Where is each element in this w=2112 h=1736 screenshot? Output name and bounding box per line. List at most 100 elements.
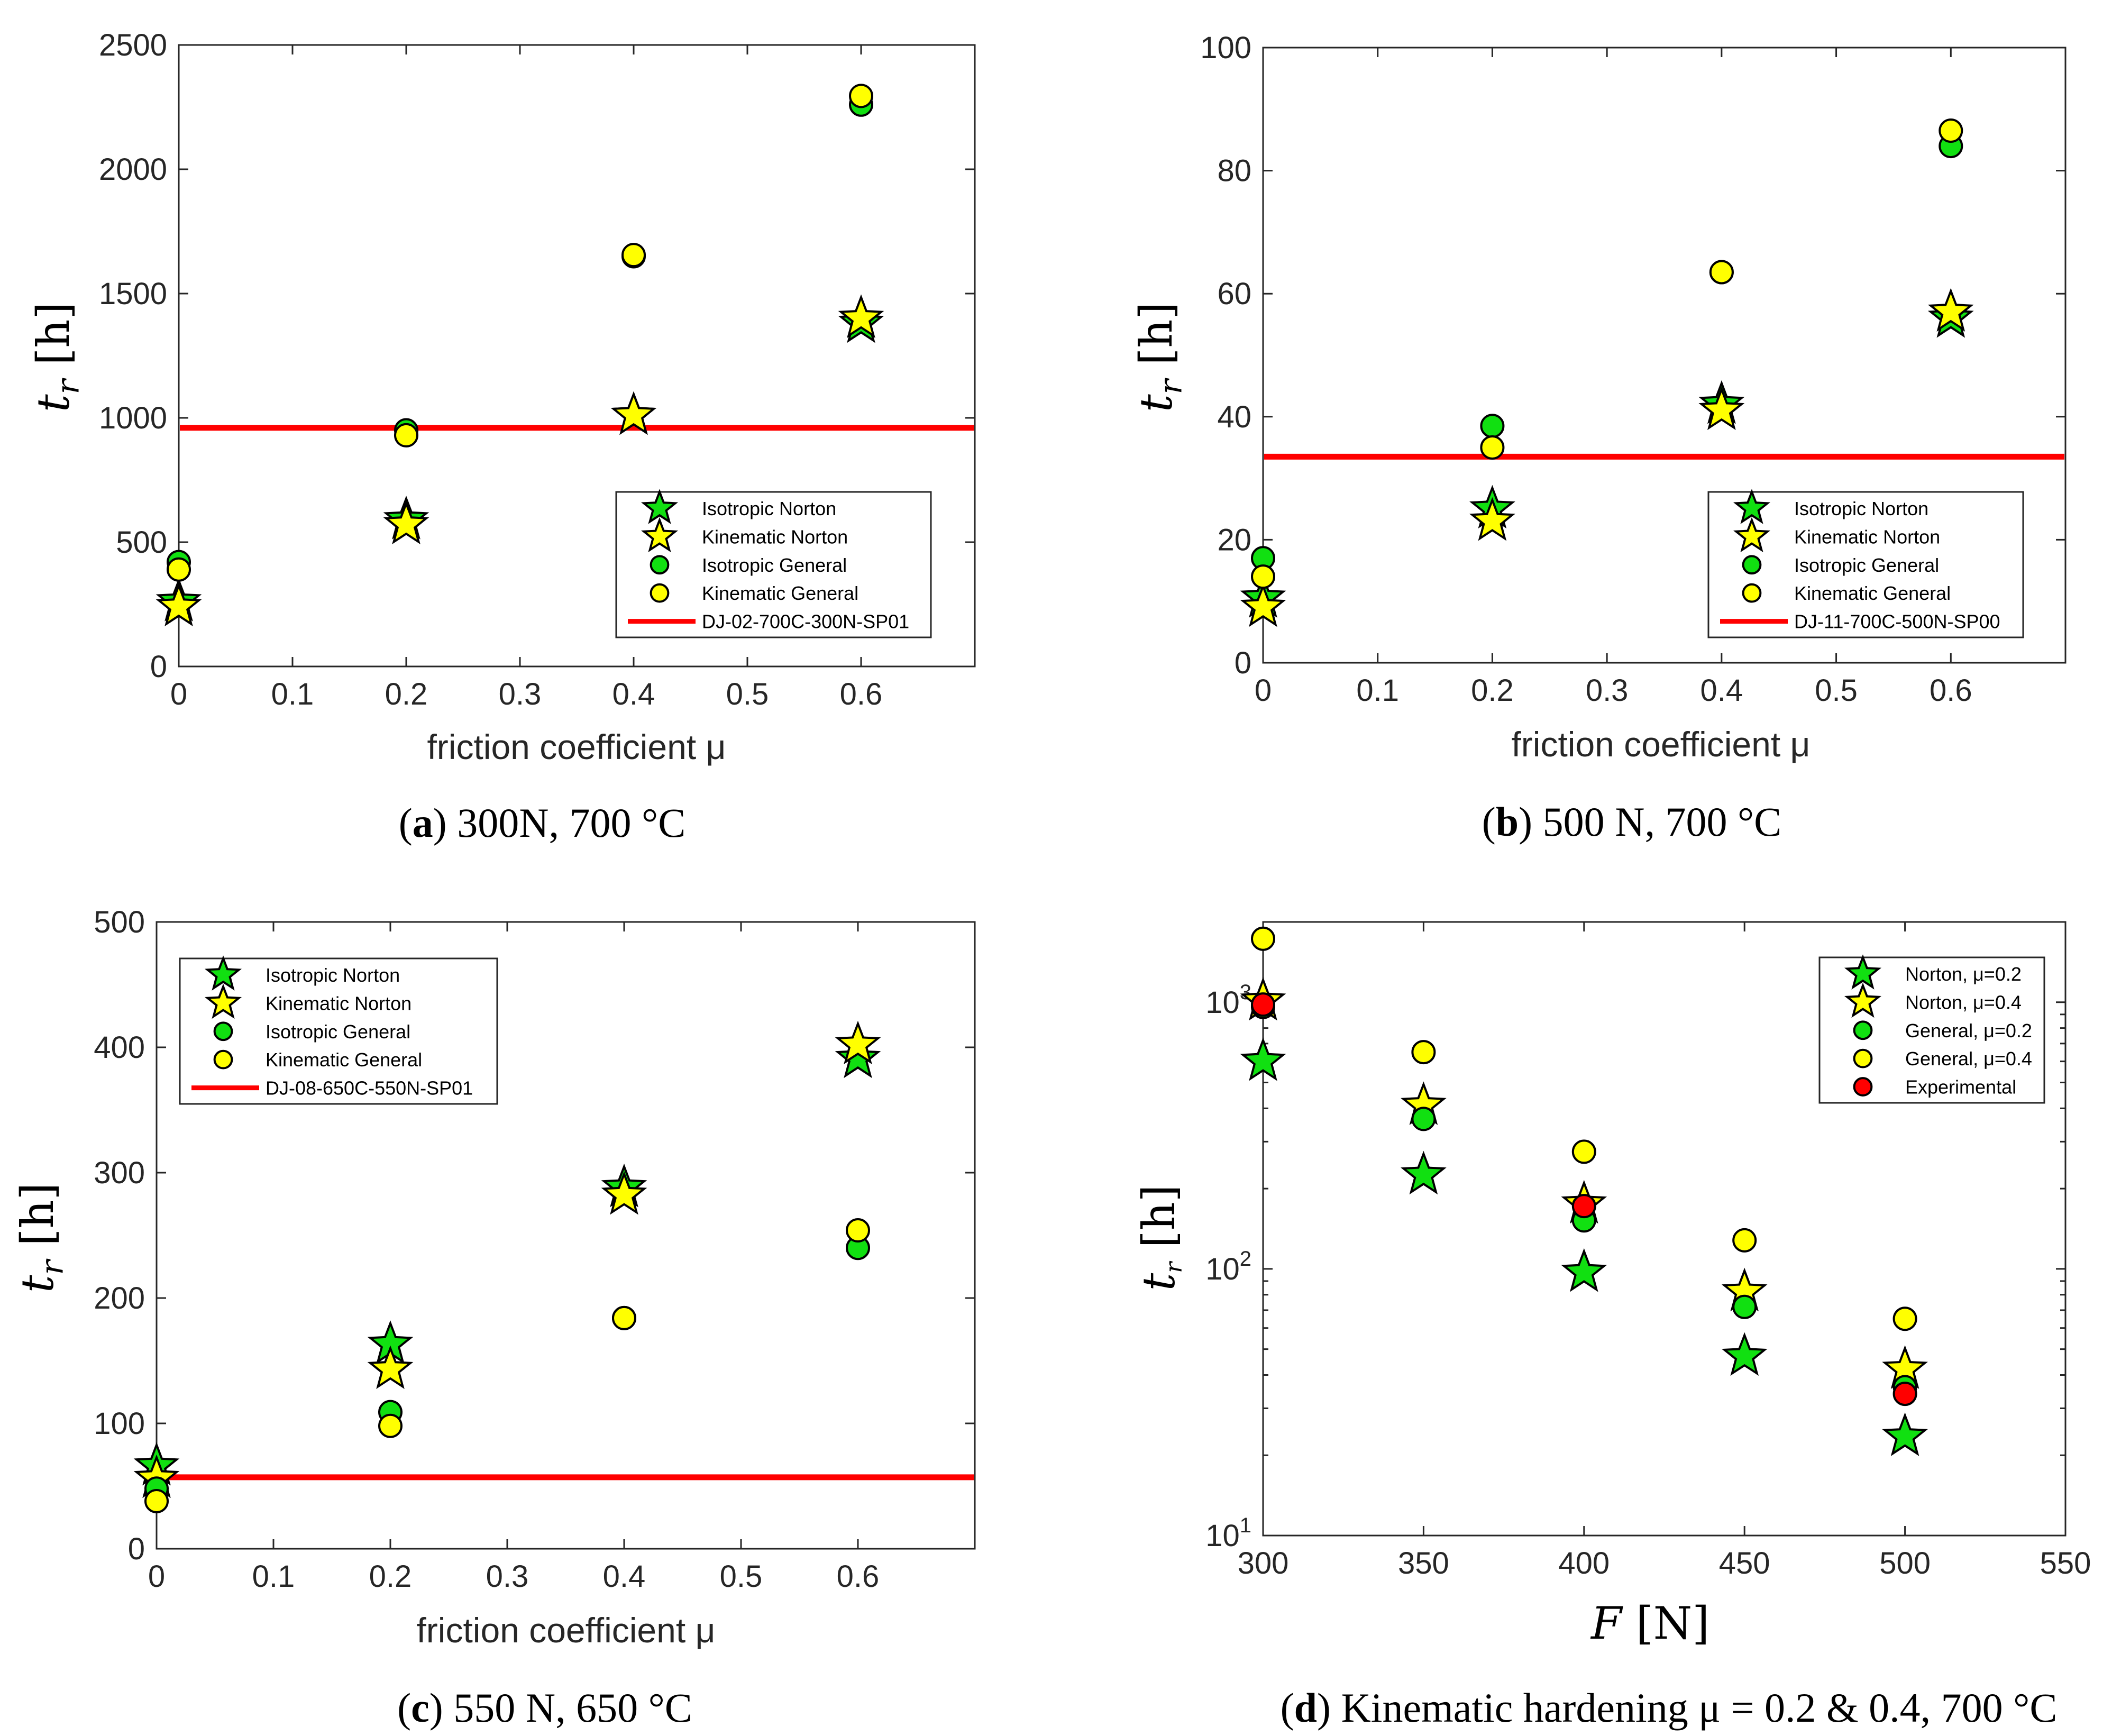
svg-text:tr [h]: tr [h] bbox=[1133, 1185, 1187, 1291]
x-tick-label: 0 bbox=[170, 677, 187, 711]
legend-label: Norton, μ=0.2 bbox=[1905, 963, 2022, 985]
legend-marker bbox=[650, 583, 670, 603]
data-point-kinematic-norton bbox=[367, 1345, 414, 1390]
x-tick-label: 0 bbox=[148, 1559, 165, 1594]
data-point-general-0-4 bbox=[1411, 1040, 1436, 1065]
legend-marker bbox=[1853, 1020, 1873, 1040]
x-tick-label: 0.5 bbox=[1815, 673, 1858, 708]
y-tick-label: 300 bbox=[94, 1156, 145, 1190]
legend-marker bbox=[204, 955, 242, 991]
x-axis-label: friction coefficient μ bbox=[1511, 725, 1810, 764]
y-tick-label: 101 bbox=[1205, 1514, 1251, 1553]
data-point-kinematic-norton bbox=[1927, 288, 1974, 332]
data-point-kinematic-general bbox=[846, 1218, 870, 1243]
panel-d: 300 350 400 450 500 550 101 102 103 Norton, μ=0.2… bbox=[1133, 921, 2091, 1731]
y-axis-label: tr [h] bbox=[1130, 302, 1188, 412]
x-tick-label: 300 bbox=[1238, 1546, 1289, 1580]
data-point-norton-0-2 bbox=[1561, 1248, 1607, 1292]
x-tick-label: 0.3 bbox=[486, 1559, 529, 1594]
y-axis-label: tr [h] bbox=[28, 302, 86, 412]
legend-label: DJ-02-700C-300N-SP01 bbox=[702, 611, 909, 633]
legend-marker bbox=[641, 489, 679, 524]
data-point-kinematic-norton bbox=[1240, 583, 1286, 627]
panel-c: 0 0.1 0.2 0.3 0.4 0.5 0.6 0 100 200 300 400 500 Isotr… bbox=[12, 905, 976, 1731]
data-point-kinematic-general bbox=[394, 423, 418, 447]
data-point-kinematic-norton bbox=[156, 582, 202, 627]
legend-label: DJ-11-700C-500N-SP00 bbox=[1794, 611, 2000, 633]
y-tick-label: 103 bbox=[1205, 981, 1251, 1020]
legend-label: Kinematic Norton bbox=[702, 526, 848, 547]
legend: Norton, μ=0.2 Norton, μ=0.4 General, μ=0.2… bbox=[1818, 954, 2045, 1104]
legend-label: DJ-08-650C-550N-SP01 bbox=[266, 1077, 473, 1099]
x-tick-label: 0.2 bbox=[1471, 673, 1514, 708]
legend: Isotropic Norton Kinematic Norton Isotropi… bbox=[1707, 489, 2024, 638]
legend-marker bbox=[1853, 1048, 1873, 1068]
x-tick-label: 0.6 bbox=[837, 1559, 880, 1594]
x-tick-label: 0.6 bbox=[840, 677, 883, 711]
y-tick-label: 80 bbox=[1217, 154, 1251, 188]
data-point-kinematic-general bbox=[612, 1305, 636, 1330]
legend-marker bbox=[1742, 583, 1762, 603]
data-point-general-0-4 bbox=[1892, 1306, 1917, 1331]
x-tick-label: 0 bbox=[1255, 673, 1272, 708]
x-tick-label: 0.4 bbox=[603, 1559, 646, 1594]
y-tick-label: 40 bbox=[1217, 400, 1251, 434]
y-tick-label: 200 bbox=[94, 1281, 145, 1315]
x-tick-label: 0.5 bbox=[720, 1559, 763, 1594]
data-point-kinematic-norton bbox=[1469, 497, 1515, 541]
y-axis-label: tr [h] bbox=[1133, 1185, 1187, 1291]
series-norton-0-2 bbox=[1240, 1037, 1928, 1456]
x-tick-label: 400 bbox=[1558, 1546, 1610, 1580]
panel-caption: (d) Kinematic hardening μ = 0.2 & 0.4, 7… bbox=[1281, 1685, 2058, 1731]
panel-b: 0 0.1 0.2 0.3 0.4 0.5 0.6 0 20 40 60 80 100 Isotropic… bbox=[1130, 31, 2067, 845]
x-tick-label: 0.4 bbox=[612, 677, 655, 711]
data-point-kinematic-norton bbox=[838, 294, 884, 338]
legend-label: Isotropic General bbox=[1794, 554, 1939, 576]
legend-label: Isotropic Norton bbox=[266, 964, 400, 986]
data-point-norton-0-2 bbox=[1401, 1150, 1447, 1195]
data-point-kinematic-general bbox=[1251, 564, 1275, 589]
x-tick-label: 0.3 bbox=[1586, 673, 1629, 708]
data-point-norton-0-2 bbox=[1882, 1412, 1928, 1456]
legend-label: Isotropic Norton bbox=[1794, 498, 1928, 519]
data-point-kinematic-general bbox=[378, 1413, 403, 1438]
panel-caption: (b) 500 N, 700 °C bbox=[1482, 799, 1781, 845]
x-axis-label: friction coefficient μ bbox=[427, 727, 726, 766]
legend-marker bbox=[213, 1021, 233, 1041]
data-point-kinematic-general bbox=[1480, 435, 1505, 460]
y-tick-label: 400 bbox=[94, 1030, 145, 1065]
y-tick-label: 2500 bbox=[99, 28, 167, 62]
data-point-general-0-2 bbox=[1732, 1294, 1757, 1319]
data-point-kinematic-general bbox=[1709, 260, 1734, 285]
series-kinematic-general bbox=[144, 1218, 870, 1513]
svg-text:tr [h]: tr [h] bbox=[28, 302, 86, 412]
legend-label: Isotropic General bbox=[266, 1021, 410, 1043]
legend-label: Kinematic Norton bbox=[1794, 526, 1940, 547]
x-tick-label: 0.5 bbox=[726, 677, 769, 711]
y-tick-label: 500 bbox=[116, 525, 167, 560]
data-point-kinematic-general bbox=[167, 557, 191, 582]
x-tick-label: 0.1 bbox=[271, 677, 314, 711]
y-tick-label: 0 bbox=[128, 1532, 145, 1566]
legend-marker bbox=[213, 1049, 233, 1070]
x-axis-label: friction coefficient μ bbox=[416, 1611, 715, 1650]
legend-marker bbox=[650, 555, 670, 575]
data-point-isotropic-norton bbox=[835, 1034, 881, 1079]
data-point-kinematic-general bbox=[849, 84, 873, 108]
panel-caption: (a) 300N, 700 °C bbox=[399, 800, 686, 846]
series-kinematic-norton bbox=[156, 294, 884, 627]
y-tick-label: 1000 bbox=[99, 401, 167, 435]
data-point-experimental bbox=[1892, 1382, 1917, 1406]
y-tick-label: 102 bbox=[1205, 1247, 1251, 1286]
y-tick-label: 0 bbox=[150, 650, 167, 684]
x-tick-label: 450 bbox=[1719, 1546, 1770, 1580]
data-point-kinematic-norton bbox=[1698, 386, 1745, 431]
legend-label: Experimental bbox=[1905, 1076, 2016, 1098]
y-tick-label: 500 bbox=[94, 905, 145, 939]
x-tick-label: 350 bbox=[1398, 1546, 1449, 1580]
y-tick-label: 100 bbox=[1200, 31, 1251, 65]
data-point-general-0-4 bbox=[1251, 926, 1275, 951]
legend-marker bbox=[1853, 1077, 1873, 1097]
x-tick-label: 0.1 bbox=[1356, 673, 1399, 708]
